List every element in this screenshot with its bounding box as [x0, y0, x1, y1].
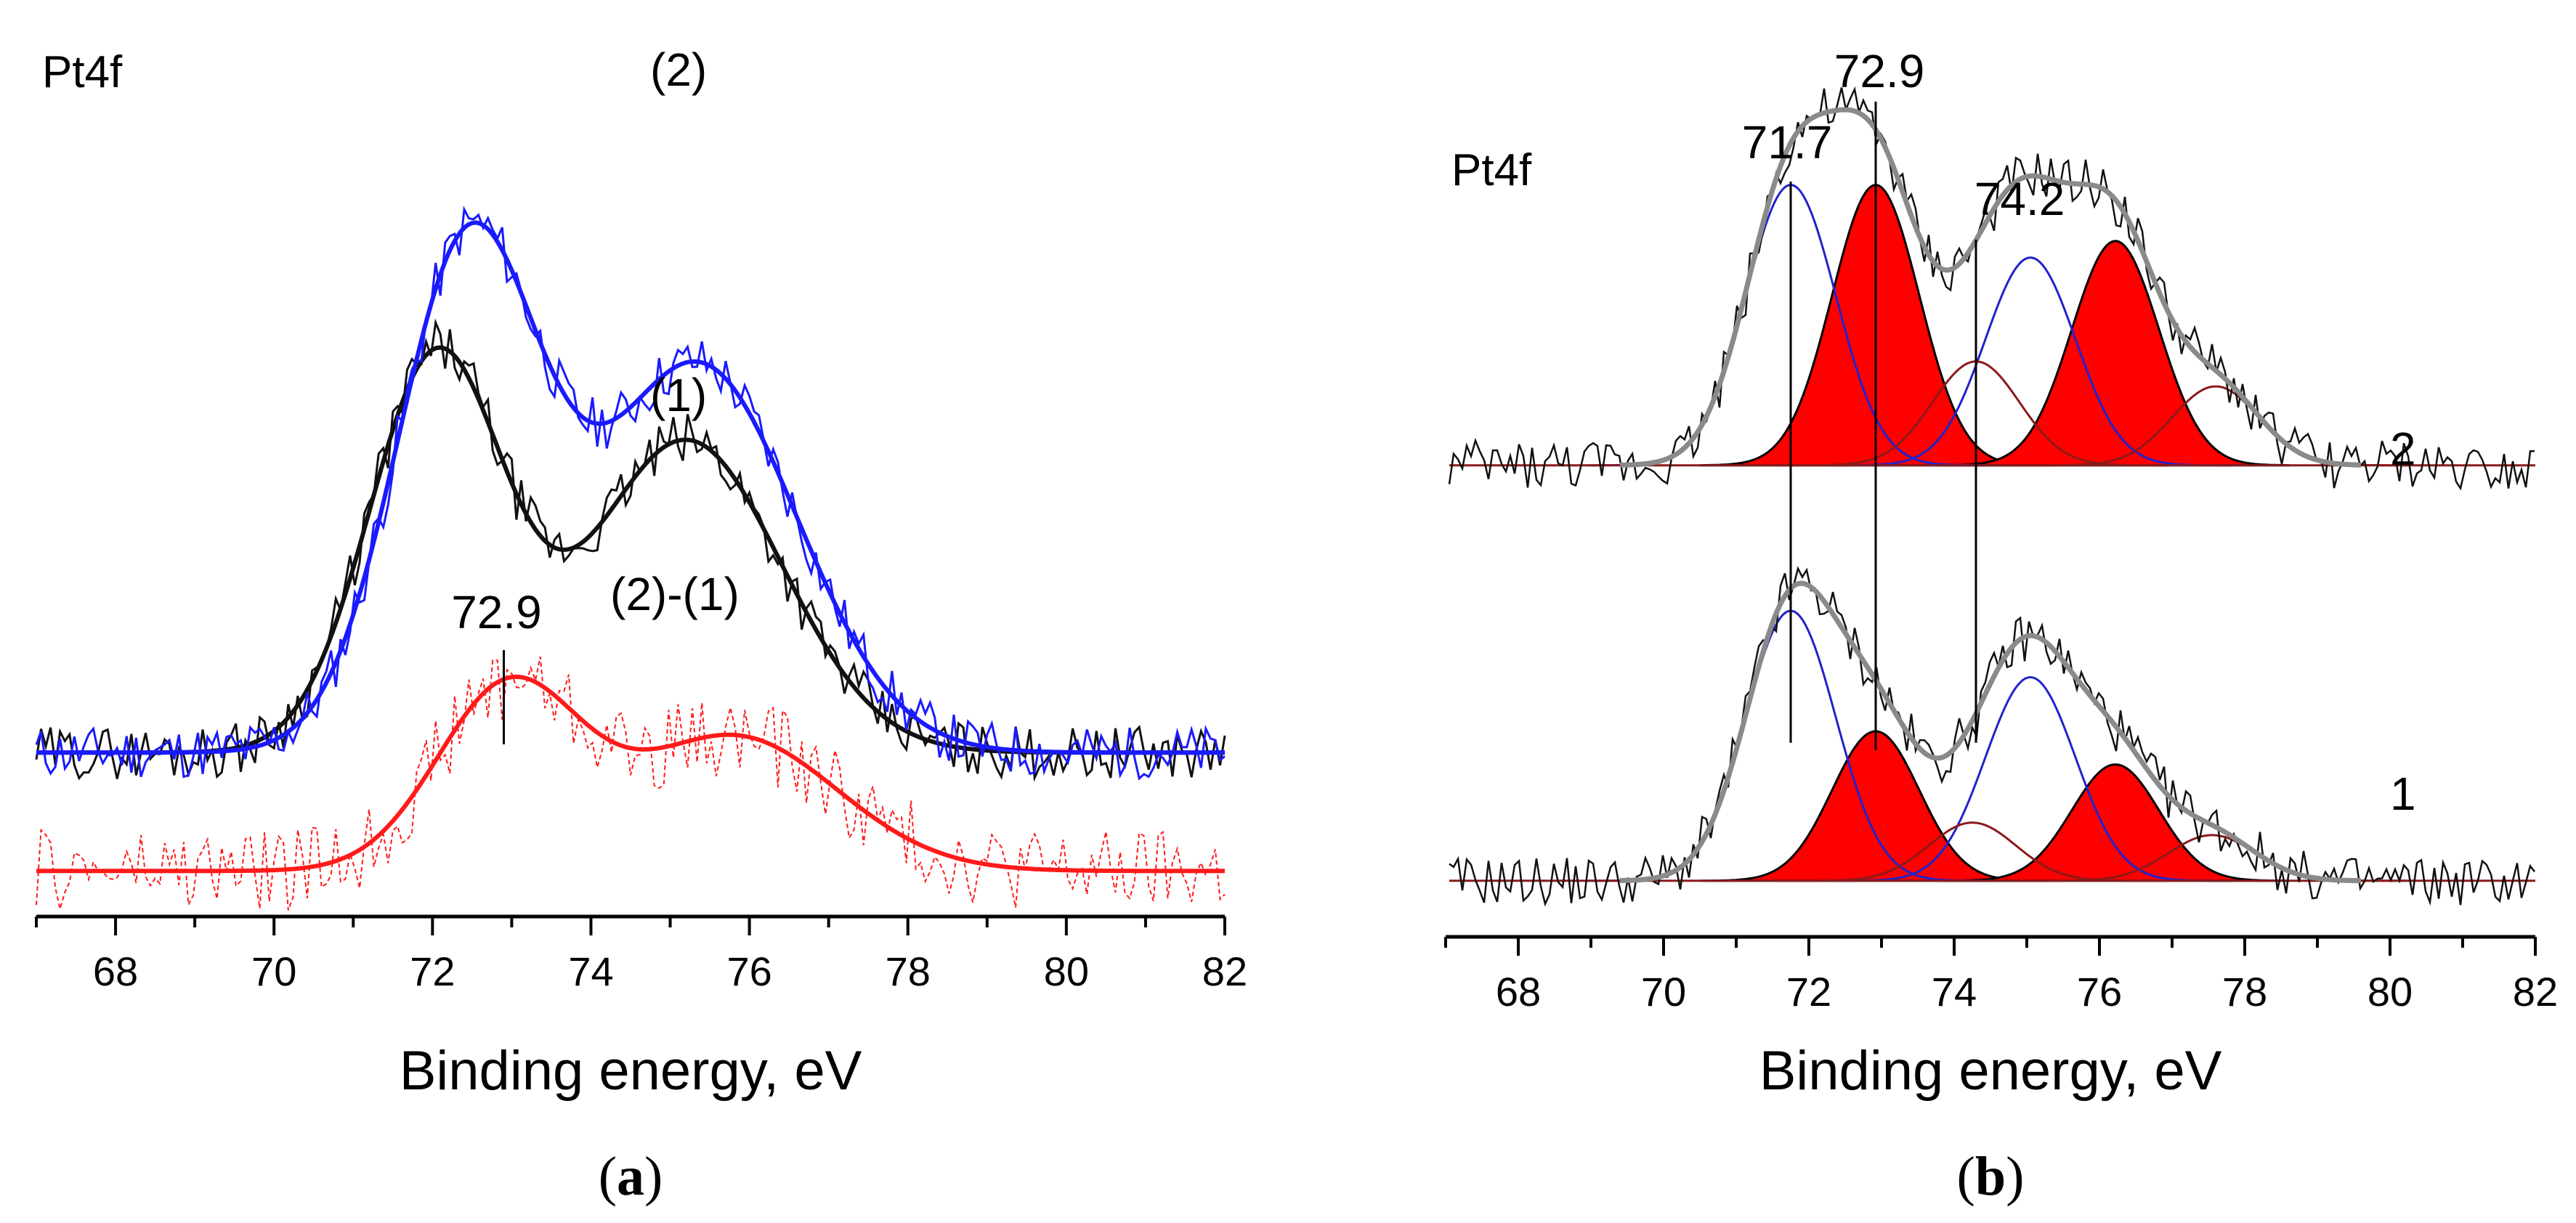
panel-a-annotation-label-0: 72.9: [451, 586, 542, 638]
panel-b-stack-2-component-4: [1780, 360, 2169, 467]
panel-a-series-(1)-raw: [35, 318, 1226, 782]
panel-b-tick-label-80: 80: [2368, 969, 2413, 1015]
panel-b-caption-open: (: [1957, 1146, 1975, 1207]
panel-b-tick-label-72: 72: [1786, 969, 1831, 1015]
panel-b-tick-label-78: 78: [2222, 969, 2267, 1015]
panel-b-stack-2-component-1: [1828, 256, 2232, 467]
panel-b-stack-2-raw: [1448, 86, 2535, 491]
panel-b-title: Pt4f: [1451, 145, 1532, 195]
panel-a-title: Pt4f: [42, 47, 123, 97]
panel-a-caption: (a): [599, 1146, 663, 1207]
panel-a-tick-label-76: 76: [726, 948, 771, 994]
panel-a-series-label-2: (2): [650, 44, 707, 96]
panel-a-x-axis-label: Binding energy, eV: [400, 1040, 862, 1102]
panel-a-series-label-1: (1): [650, 369, 707, 421]
panel-a-tick-label-82: 82: [1202, 948, 1247, 994]
panel-b-stack-1-raw: [1449, 566, 2535, 907]
panel-b-stack-label-1: 1: [2390, 768, 2416, 820]
panel-b-caption: (b): [1957, 1146, 2025, 1207]
panel-b-tick-label-74: 74: [1932, 969, 1977, 1015]
panel-a-series-label-diff: (2)-(1): [610, 568, 740, 620]
panel-b-plot-area: 71.772.9 74.2: [1448, 45, 2535, 907]
panel-b-caption-letter: b: [1975, 1146, 2006, 1207]
panel-b-stack-1-envelope: [1619, 580, 2362, 884]
panel-a-tick-label-80: 80: [1044, 948, 1089, 994]
panel-b-annotation-label-2: 74.2: [1974, 173, 2065, 225]
panel-b-tick-label-68: 68: [1496, 969, 1541, 1015]
panel-a-tick-label-68: 68: [93, 948, 138, 994]
panel-b-stack-1-component-2: [1700, 730, 2051, 882]
panel-b-stack-label-2: 2: [2390, 423, 2416, 475]
panel-a-caption-open: (: [599, 1146, 617, 1207]
panel-b: 71.772.9 74.2 68 70 72 74 76 78 80 82 Pt4f 2 1 B…: [1444, 45, 2558, 1207]
panel-b-stack-1-component-1: [1828, 675, 2232, 882]
panel-b-stack-2-envelope: [1619, 107, 2362, 468]
panel-a-tick-label-72: 72: [410, 948, 455, 994]
panel-a-caption-close: ): [644, 1146, 663, 1207]
panel-a-caption-letter: a: [617, 1146, 644, 1207]
panel-b-stack-1-component-3: [1940, 763, 2291, 882]
panel-b-stack-2-component-3: [1940, 240, 2291, 467]
panel-a-series-(2)-raw: [35, 206, 1226, 781]
panel-a-tick-label-70: 70: [251, 948, 296, 994]
panel-b-tick-label-70: 70: [1641, 969, 1686, 1015]
panel-a-series-(2)-(1)-raw: [36, 657, 1226, 911]
panel-a-plot-area: 72.9: [35, 206, 1226, 911]
panel-a-tick-label-74: 74: [568, 948, 613, 994]
panel-a: 72.9 68 70 72 74 76 78 80 82 Pt4f (2) (1) (2)-(…: [35, 44, 1247, 1207]
panel-b-annotation-label-1: 72.9: [1834, 45, 1925, 97]
panel-a-series-(2)-fit: [36, 220, 1225, 755]
panel-b-tick-label-76: 76: [2077, 969, 2122, 1015]
panel-a-tick-label-78: 78: [886, 948, 931, 994]
panel-b-caption-close: ): [2006, 1146, 2024, 1207]
panel-b-x-ticks: 68 70 72 74 76 78 80 82: [1444, 937, 2558, 1015]
panel-a-series-(2)-(1)-fit: [36, 674, 1225, 874]
panel-b-annotation-label-0: 71.7: [1742, 116, 1833, 168]
panel-b-tick-label-82: 82: [2513, 969, 2558, 1015]
panel-b-x-axis-label: Binding energy, eV: [1759, 1040, 2222, 1102]
panel-a-x-ticks: 68 70 72 74 76 78 80 82: [35, 917, 1247, 994]
